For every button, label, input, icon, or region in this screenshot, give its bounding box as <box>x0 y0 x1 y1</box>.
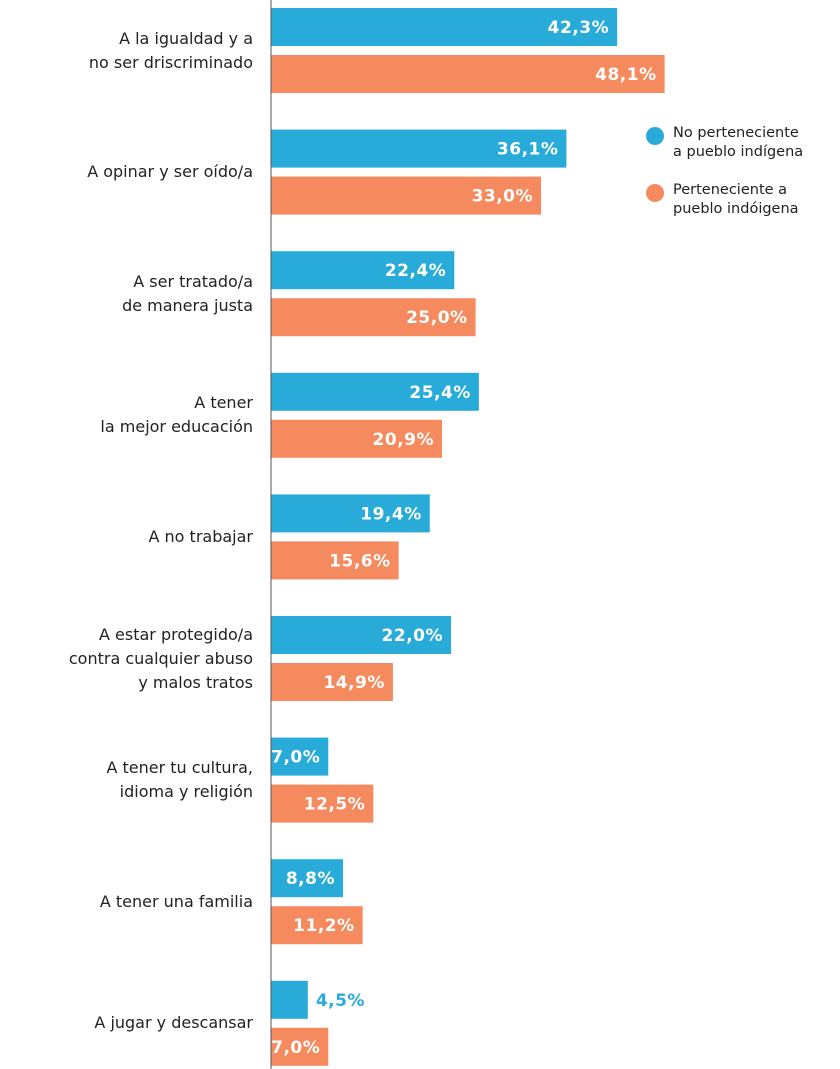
bar <box>271 494 430 533</box>
bar <box>271 859 344 898</box>
legend-marker <box>646 184 664 202</box>
category-label: A ser tratado/a de manera justa <box>122 271 253 315</box>
bar <box>271 129 567 168</box>
value-label: 22,0% <box>382 626 443 646</box>
value-label: 7,0% <box>271 1038 320 1058</box>
category-label: A tener una familia <box>99 891 253 911</box>
bar <box>271 737 329 776</box>
category-label: A la igualdad y a no ser driscriminado <box>88 28 253 72</box>
value-label: 7,0% <box>271 748 320 768</box>
bar <box>271 1027 329 1066</box>
bar <box>271 784 374 823</box>
value-label: 14,9% <box>323 673 384 693</box>
bar <box>271 616 452 654</box>
bar <box>271 298 476 337</box>
bar <box>271 663 393 701</box>
category-label: A no trabajar <box>148 526 254 546</box>
value-label: 42,3% <box>548 18 609 38</box>
value-label: 19,4% <box>360 504 421 524</box>
bar <box>271 176 542 215</box>
value-label: 25,4% <box>409 383 470 403</box>
value-label: 11,2% <box>293 916 354 936</box>
category-label: A tener tu cultura, idioma y religión <box>106 758 253 802</box>
value-label: 12,5% <box>304 795 365 815</box>
bar <box>271 251 455 290</box>
value-label: 20,9% <box>373 430 434 450</box>
legend-label: Perteneciente a pueblo indóigena <box>673 182 799 217</box>
bar <box>271 8 618 46</box>
bar <box>271 980 308 1019</box>
value-label: 22,4% <box>385 261 446 281</box>
bar <box>271 541 399 580</box>
value-label: 15,6% <box>329 551 390 571</box>
bar <box>271 906 363 945</box>
legend-label: No perteneciente a pueblo indígena <box>673 125 804 160</box>
value-label: 4,5% <box>316 991 365 1011</box>
value-label: 33,0% <box>472 187 533 207</box>
value-label: 36,1% <box>497 140 558 160</box>
category-label: A opinar y ser oído/a <box>87 162 253 182</box>
bar <box>271 419 443 458</box>
category-label: A jugar y descansar <box>94 1013 253 1033</box>
value-label: 48,1% <box>595 65 656 85</box>
legend-marker <box>646 127 664 145</box>
category-label: A estar protegido/a contra cualquier abu… <box>68 624 253 692</box>
bar <box>271 372 479 411</box>
category-label: A tener la mejor educación <box>100 393 253 437</box>
bar <box>271 55 665 93</box>
value-label: 8,8% <box>286 869 335 889</box>
value-label: 25,0% <box>406 308 467 328</box>
